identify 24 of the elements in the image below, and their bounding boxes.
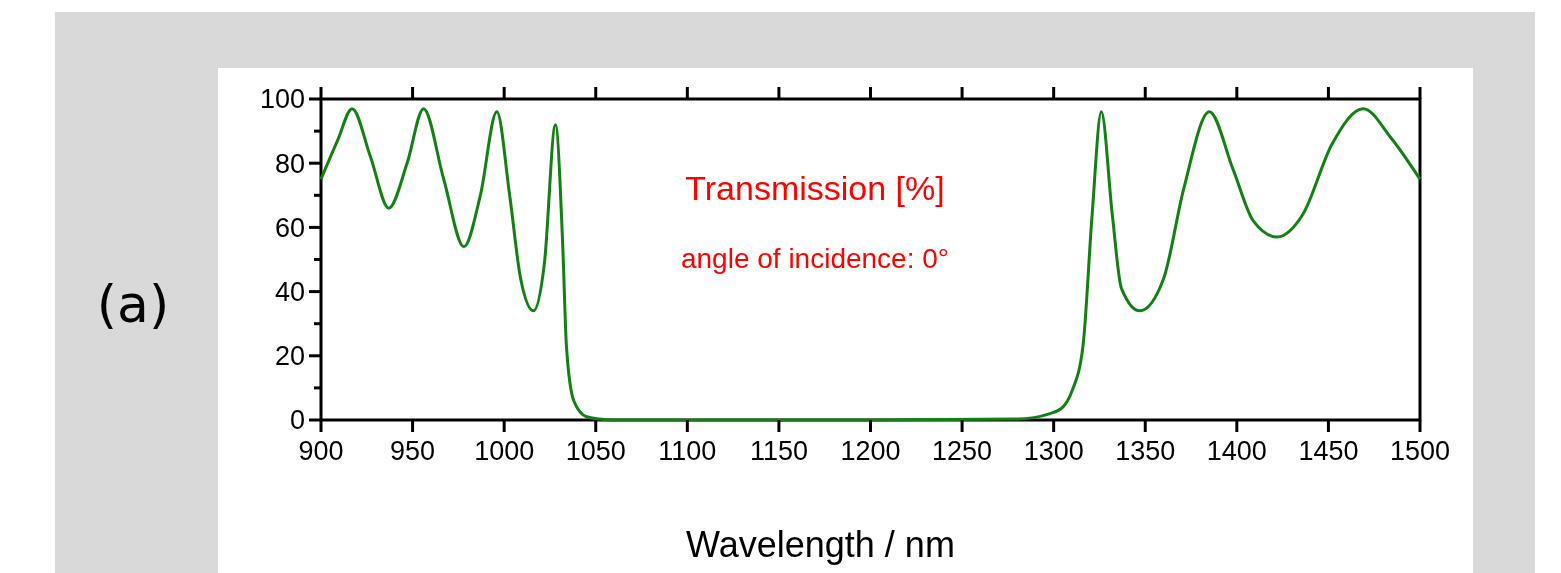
x-tick-label: 1250	[932, 436, 993, 466]
x-tick-label: 1200	[840, 436, 901, 466]
x-tick-label: 1400	[1206, 436, 1267, 466]
y-tick-label: 20	[274, 341, 305, 372]
x-tick-label: 950	[390, 436, 436, 466]
x-tick-label: 1300	[1023, 436, 1084, 466]
y-tick-label: 60	[274, 212, 305, 243]
annotation: Transmission [%]	[685, 169, 945, 207]
y-tick-label: 0	[289, 405, 305, 436]
y-tick-label: 100	[259, 84, 305, 115]
x-tick-label: 1500	[1389, 436, 1451, 466]
x-axis-title: Wavelength / nm	[686, 524, 955, 565]
x-tick-label: 1150	[749, 436, 808, 466]
y-tick-label: 40	[274, 277, 305, 308]
line-series	[319, 107, 1422, 422]
annotation: angle of incidence: 0°	[680, 243, 950, 274]
text: (a)	[96, 274, 170, 334]
x-tick-label: 1050	[565, 436, 626, 466]
x-tick-label: 900	[298, 436, 344, 466]
x-tick-label: 1450	[1298, 436, 1359, 466]
y-tick-label: 80	[274, 148, 305, 179]
x-tick-label: 1350	[1115, 436, 1176, 466]
x-tick-label: 1100	[658, 436, 717, 466]
x-tick-label: 1000	[474, 436, 535, 466]
